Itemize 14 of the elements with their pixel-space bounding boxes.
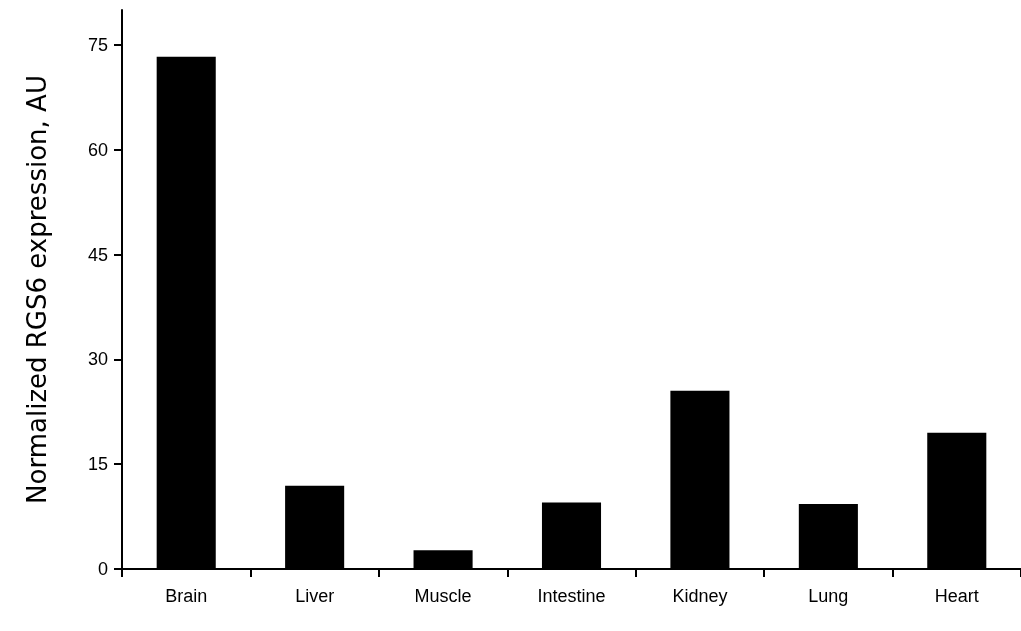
x-tick-label: Muscle xyxy=(414,586,472,606)
x-tick-label: Heart xyxy=(934,586,979,606)
y-tick-label: 0 xyxy=(97,559,108,579)
y-tick-label: 45 xyxy=(87,244,108,265)
y-axis-title: Normalized RGS6 expression, AU xyxy=(22,75,52,504)
x-tick-label: Kidney xyxy=(672,586,728,606)
y-tick-label: 60 xyxy=(87,139,108,160)
x-tick-label: Liver xyxy=(295,586,335,606)
y-tick-label: 15 xyxy=(87,454,108,475)
x-tick-label: Intestine xyxy=(537,586,606,606)
y-tick-label: 30 xyxy=(87,349,108,370)
x-tick-label: Brain xyxy=(165,586,208,606)
x-tick-label: Lung xyxy=(808,586,849,606)
y-tick-label: 75 xyxy=(87,34,108,55)
